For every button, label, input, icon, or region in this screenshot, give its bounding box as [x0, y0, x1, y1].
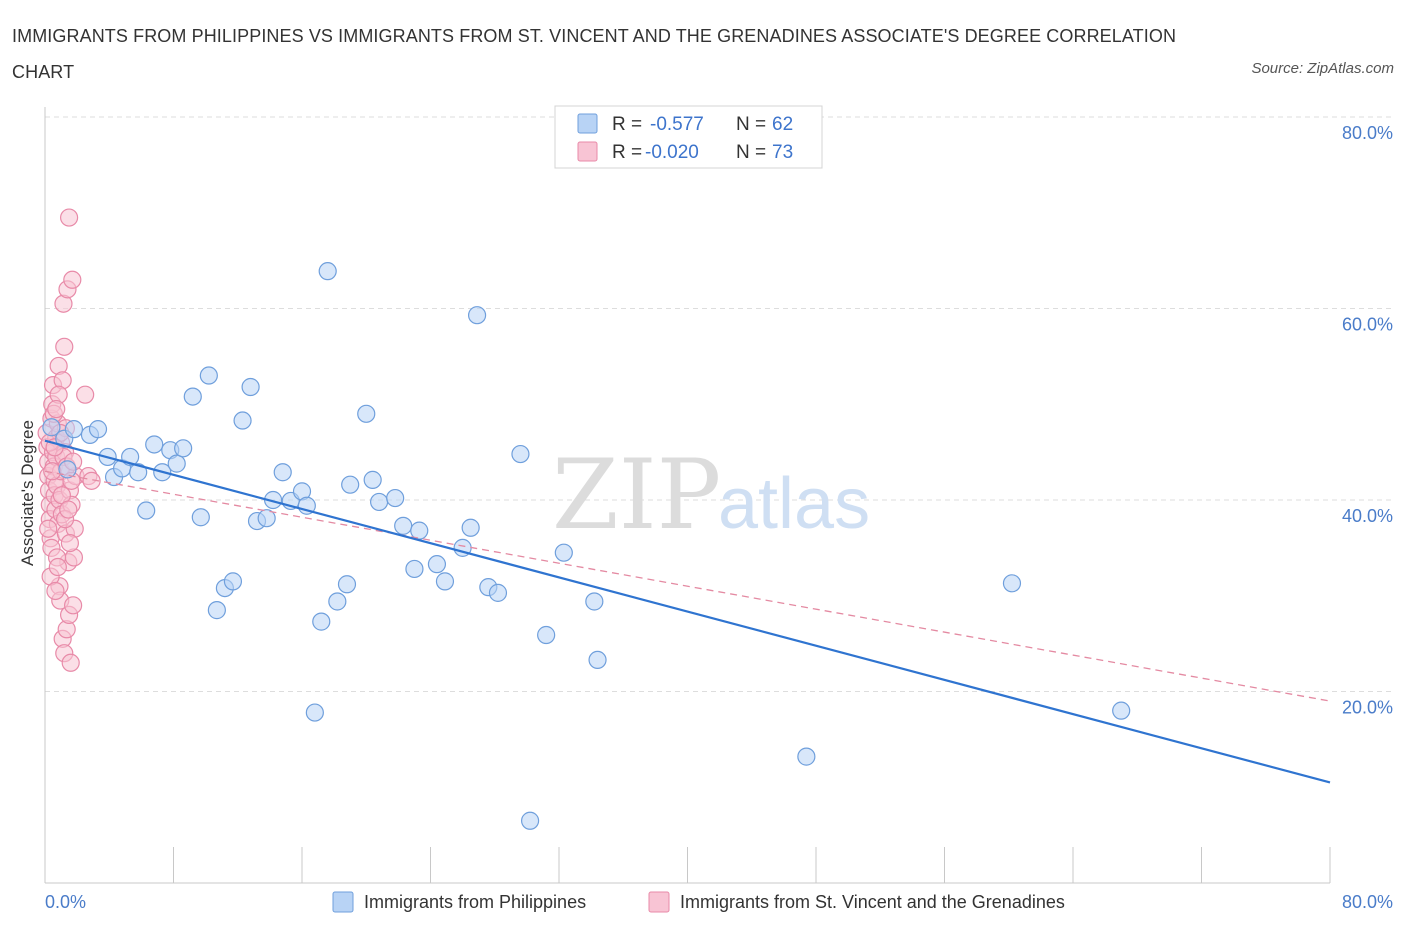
data-point-svg — [48, 557, 67, 577]
data-point-philippines — [183, 387, 202, 406]
y-tick-label: 60.0% — [1342, 315, 1393, 335]
data-point-philippines — [223, 572, 243, 591]
data-point-philippines — [585, 592, 604, 611]
trend-lines — [44, 439, 1331, 784]
bottom-legend-label-svg: Immigrants from St. Vincent and the Gren… — [680, 892, 1065, 912]
data-point-svg — [76, 385, 95, 404]
legend-frame — [554, 105, 823, 169]
data-point-philippines — [337, 575, 357, 594]
tick-labels: 20.0% 40.0% 60.0% 80.0% 0.0% 80.0% — [45, 123, 1393, 912]
y-axis-label: Associate's Degree — [18, 420, 37, 566]
data-point-svg — [55, 337, 74, 356]
data-point-philippines — [174, 439, 193, 458]
watermark-zip: ZIP — [552, 439, 721, 551]
legend-r-label: R = — [612, 114, 642, 135]
watermark: ZIP atlas — [552, 439, 870, 551]
bottom-legend-swatch-philippines — [332, 891, 354, 913]
source-label: Source: ZipAtlas.com — [1251, 60, 1394, 77]
data-point-philippines — [511, 444, 530, 464]
legend-r-value: -0.577 — [650, 114, 704, 135]
data-point-philippines — [520, 811, 540, 830]
data-point-svg — [39, 519, 58, 538]
data-point-philippines — [1112, 701, 1131, 720]
data-point-svg — [59, 208, 79, 227]
data-point-philippines — [394, 516, 413, 535]
data-point-philippines — [167, 454, 186, 473]
data-point-philippines — [537, 625, 556, 645]
data-point-philippines — [305, 703, 324, 722]
data-point-philippines — [64, 420, 84, 439]
watermark-atlas: atlas — [718, 464, 870, 544]
data-point-philippines — [427, 555, 447, 574]
data-point-philippines — [357, 404, 376, 423]
chart-title: IMMIGRANTS FROM PHILIPPINES VS IMMIGRANT… — [12, 26, 1177, 82]
y-tick-label: 40.0% — [1342, 506, 1393, 526]
y-tick-label: 20.0% — [1342, 698, 1393, 718]
data-point-svg — [46, 581, 65, 601]
data-point-philippines — [328, 592, 347, 611]
legend-n-value: 62 — [772, 114, 793, 135]
bottom-legend: Immigrants from Philippines Immigrants f… — [332, 891, 1065, 913]
data-point-svg — [64, 596, 83, 615]
y-tick-label: 80.0% — [1342, 123, 1393, 143]
data-point-philippines — [461, 518, 480, 537]
data-point-svg — [82, 471, 101, 490]
legend-n-value: 73 — [772, 142, 793, 163]
trendline-svg — [44, 470, 1331, 702]
data-point-philippines — [488, 583, 508, 602]
data-point-philippines — [1002, 574, 1022, 593]
data-point-philippines — [199, 366, 218, 385]
trendline-philippines — [44, 439, 1331, 784]
data-point-philippines — [88, 420, 108, 439]
data-point-philippines — [145, 435, 164, 454]
legend-swatch-svg — [577, 141, 598, 162]
data-point-philippines — [467, 306, 487, 325]
data-point-svg — [59, 500, 78, 519]
data-point-philippines — [797, 747, 816, 766]
data-point-philippines — [435, 572, 455, 591]
legend-n-label: N = — [736, 114, 766, 135]
x-tick-label: 0.0% — [45, 892, 86, 912]
legend-r-value: -0.020 — [645, 142, 699, 163]
data-point-philippines — [207, 601, 226, 620]
data-point-philippines — [318, 262, 337, 281]
legend-r-label: R = — [612, 142, 642, 163]
data-point-svg — [63, 270, 82, 289]
data-point-philippines — [405, 559, 424, 579]
data-point-philippines — [191, 508, 210, 527]
data-point-svg — [61, 653, 80, 672]
data-point-philippines — [341, 475, 360, 494]
data-point-svg — [47, 399, 66, 419]
data-point-philippines — [233, 411, 252, 430]
data-point-philippines — [257, 509, 276, 528]
legend-box: R = -0.577 N = 62 R = -0.020 N = 73 — [554, 105, 823, 169]
legend-n-label: N = — [736, 142, 766, 163]
bottom-legend-swatch-svg — [648, 891, 670, 913]
legend-swatch-philippines — [577, 113, 598, 134]
data-point-philippines — [241, 377, 260, 397]
data-point-philippines — [386, 488, 405, 508]
bottom-legend-label-philippines: Immigrants from Philippines — [364, 892, 586, 912]
data-point-philippines — [42, 418, 61, 437]
data-point-philippines — [58, 460, 77, 479]
data-point-philippines — [370, 492, 389, 512]
data-point-philippines — [588, 650, 607, 670]
data-point-philippines — [129, 463, 148, 482]
data-point-philippines — [312, 612, 331, 631]
data-point-philippines — [554, 543, 573, 562]
data-point-svg — [60, 533, 79, 553]
data-point-philippines — [273, 463, 292, 482]
data-point-philippines — [137, 501, 156, 520]
x-tick-label: 80.0% — [1342, 892, 1393, 912]
data-point-philippines — [363, 470, 382, 489]
